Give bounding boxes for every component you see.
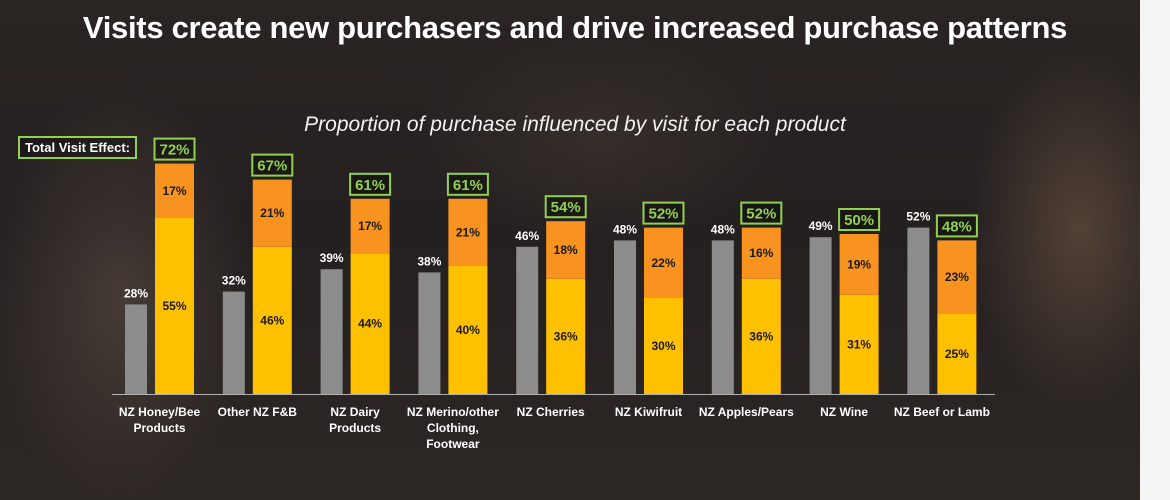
stack-bottom-value-label: 30% bbox=[651, 339, 675, 353]
baseline-value-label: 32% bbox=[222, 274, 246, 288]
stack-bottom-value-label: 46% bbox=[260, 313, 284, 327]
total-visit-effect-box bbox=[446, 172, 489, 196]
stack-top-bar bbox=[252, 179, 292, 247]
stack-top-value-label: 16% bbox=[749, 246, 773, 260]
stack-bottom-value-label: 31% bbox=[847, 337, 871, 351]
baseline-value-label: 46% bbox=[515, 229, 539, 243]
baseline-value-label: 39% bbox=[320, 251, 344, 265]
category-label: NZ Apples/Pears bbox=[699, 405, 794, 419]
total-visit-effect-value: 48% bbox=[942, 218, 972, 235]
baseline-bar bbox=[125, 304, 147, 394]
total-visit-effect-value: 54% bbox=[551, 199, 581, 216]
category-label: Other NZ F&B bbox=[218, 405, 298, 419]
total-visit-effect-box bbox=[153, 137, 196, 161]
stack-top-bar bbox=[839, 234, 879, 295]
stack-bottom-bar bbox=[644, 298, 683, 394]
stack-top-bar bbox=[155, 163, 194, 218]
total-visit-effect-value: 67% bbox=[257, 158, 287, 175]
stack-bottom-bar bbox=[546, 278, 586, 394]
baseline-bar bbox=[711, 240, 734, 394]
stack-top-value-label: 17% bbox=[162, 184, 186, 198]
stack-top-value-label: 21% bbox=[456, 225, 480, 239]
total-visit-effect-value: 52% bbox=[648, 206, 678, 223]
baseline-value-label: 38% bbox=[417, 254, 441, 268]
stack-top-bar bbox=[644, 227, 683, 298]
stack-top-value-label: 17% bbox=[358, 219, 382, 233]
page-title: Visits create new purchasers and drive i… bbox=[82, 10, 1068, 45]
category-label: NZ Wine bbox=[820, 405, 868, 419]
total-visit-effect-box bbox=[838, 208, 881, 231]
category-label: NZ Kiwifruit bbox=[615, 405, 682, 419]
total-visit-effect-box bbox=[544, 195, 587, 219]
stack-top-bar bbox=[546, 221, 586, 279]
baseline-bar bbox=[809, 237, 832, 394]
total-visit-effect-box bbox=[740, 201, 783, 225]
total-visit-effect-value: 52% bbox=[746, 206, 776, 223]
slide-edge bbox=[1140, 0, 1170, 500]
stack-bottom-value-label: 44% bbox=[358, 317, 382, 331]
stack-top-value-label: 23% bbox=[945, 270, 969, 284]
baseline-bar bbox=[222, 291, 245, 394]
stack-bottom-value-label: 36% bbox=[554, 329, 578, 343]
stack-bottom-bar bbox=[937, 314, 977, 394]
baseline-value-label: 49% bbox=[809, 219, 833, 233]
category-label: NZ Dairy bbox=[330, 405, 380, 419]
baseline-bar bbox=[320, 269, 343, 394]
stack-bottom-bar bbox=[839, 294, 879, 394]
category-label: NZ Honey/Bee bbox=[119, 405, 201, 419]
category-label: Footwear bbox=[426, 437, 480, 451]
stack-top-value-label: 18% bbox=[554, 243, 578, 257]
baseline-bar bbox=[907, 227, 930, 394]
category-label: NZ Merino/other bbox=[407, 405, 499, 419]
baseline-bar bbox=[418, 272, 441, 394]
stack-top-value-label: 22% bbox=[651, 256, 675, 270]
total-visit-effect-label: Total Visit Effect: bbox=[18, 136, 137, 159]
stack-bottom-bar bbox=[350, 253, 390, 394]
total-visit-effect-value: 50% bbox=[844, 212, 874, 229]
stack-bottom-value-label: 55% bbox=[162, 299, 186, 313]
total-visit-effect-box bbox=[642, 201, 685, 225]
baseline-value-label: 48% bbox=[711, 222, 735, 236]
stack-top-bar bbox=[448, 198, 488, 266]
stack-top-value-label: 21% bbox=[260, 206, 284, 220]
total-visit-effect-value: 61% bbox=[355, 177, 385, 194]
chart-title: Proportion of purchase influenced by vis… bbox=[304, 113, 846, 136]
stack-bottom-value-label: 40% bbox=[456, 323, 480, 337]
category-label: NZ Cherries bbox=[517, 405, 585, 419]
stack-bottom-bar bbox=[741, 278, 781, 394]
category-label: Clothing, bbox=[427, 421, 479, 435]
stack-bottom-bar bbox=[448, 266, 488, 394]
baseline-bar bbox=[614, 240, 636, 394]
stack-bottom-bar bbox=[155, 218, 194, 394]
stack-top-bar bbox=[937, 240, 977, 314]
stack-top-bar bbox=[741, 227, 781, 279]
total-visit-effect-value: 61% bbox=[453, 177, 483, 194]
stack-bottom-value-label: 36% bbox=[749, 329, 773, 343]
stack-top-value-label: 19% bbox=[847, 257, 871, 271]
baseline-value-label: 28% bbox=[124, 286, 148, 300]
category-label: Products bbox=[329, 421, 381, 435]
total-visit-effect-value: 72% bbox=[159, 142, 189, 159]
baseline-bar bbox=[516, 246, 539, 394]
baseline-value-label: 52% bbox=[906, 210, 930, 224]
total-visit-effect-box bbox=[349, 172, 392, 196]
stack-bottom-value-label: 25% bbox=[945, 347, 969, 361]
category-label: NZ Beef or Lamb bbox=[894, 405, 990, 419]
category-label: Products bbox=[133, 421, 185, 435]
stack-bottom-bar bbox=[252, 246, 292, 394]
baseline-value-label: 48% bbox=[613, 222, 637, 236]
total-visit-effect-box bbox=[251, 153, 294, 177]
total-visit-effect-box bbox=[935, 214, 978, 238]
stack-top-bar bbox=[350, 198, 390, 254]
